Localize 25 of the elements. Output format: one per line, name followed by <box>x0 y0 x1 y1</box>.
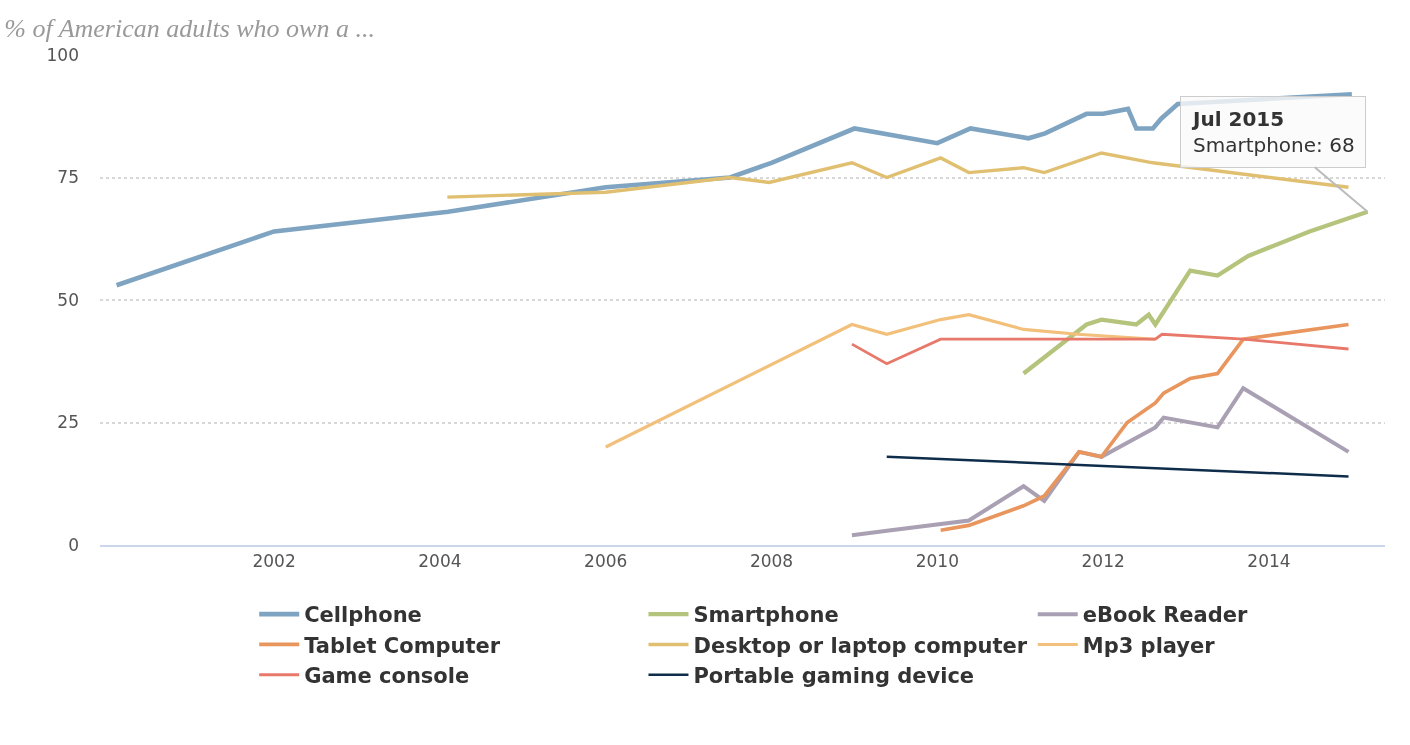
legend-label: eBook Reader <box>1082 603 1248 628</box>
line-series <box>1021 209 1370 376</box>
y-tick-label: 100 <box>46 44 79 65</box>
x-tick-label: 2002 <box>252 551 296 572</box>
x-tick-label: 2012 <box>1081 551 1125 572</box>
line-series <box>850 332 1350 366</box>
y-tick-label: 75 <box>57 167 79 188</box>
chart-title: % of American adults who own a ... <box>4 13 375 43</box>
x-tick-label: 2008 <box>749 551 794 572</box>
legend-label: Cellphone <box>304 603 422 628</box>
legend-label: Tablet Computer <box>304 633 501 658</box>
y-tick-label: 50 <box>57 289 79 310</box>
annotation: Jul 2015 Smartphone: 68 <box>1191 107 1355 157</box>
legend-label: Game console <box>304 663 470 688</box>
x-tick-label: 2004 <box>418 551 462 572</box>
legend-label: Mp3 player <box>1082 633 1216 658</box>
x-tick-label: 2006 <box>584 551 628 572</box>
legend-label: Smartphone <box>693 603 839 628</box>
x-tick-label: 2014 <box>1247 551 1291 572</box>
legend-label: Desktop or laptop computer <box>693 633 1028 658</box>
line-series <box>938 322 1351 533</box>
x-tick-label: 2010 <box>915 551 959 572</box>
legend-label: Portable gaming device <box>693 663 975 688</box>
y-tick-label: 25 <box>57 412 79 433</box>
y-tick-label: 0 <box>68 534 79 555</box>
